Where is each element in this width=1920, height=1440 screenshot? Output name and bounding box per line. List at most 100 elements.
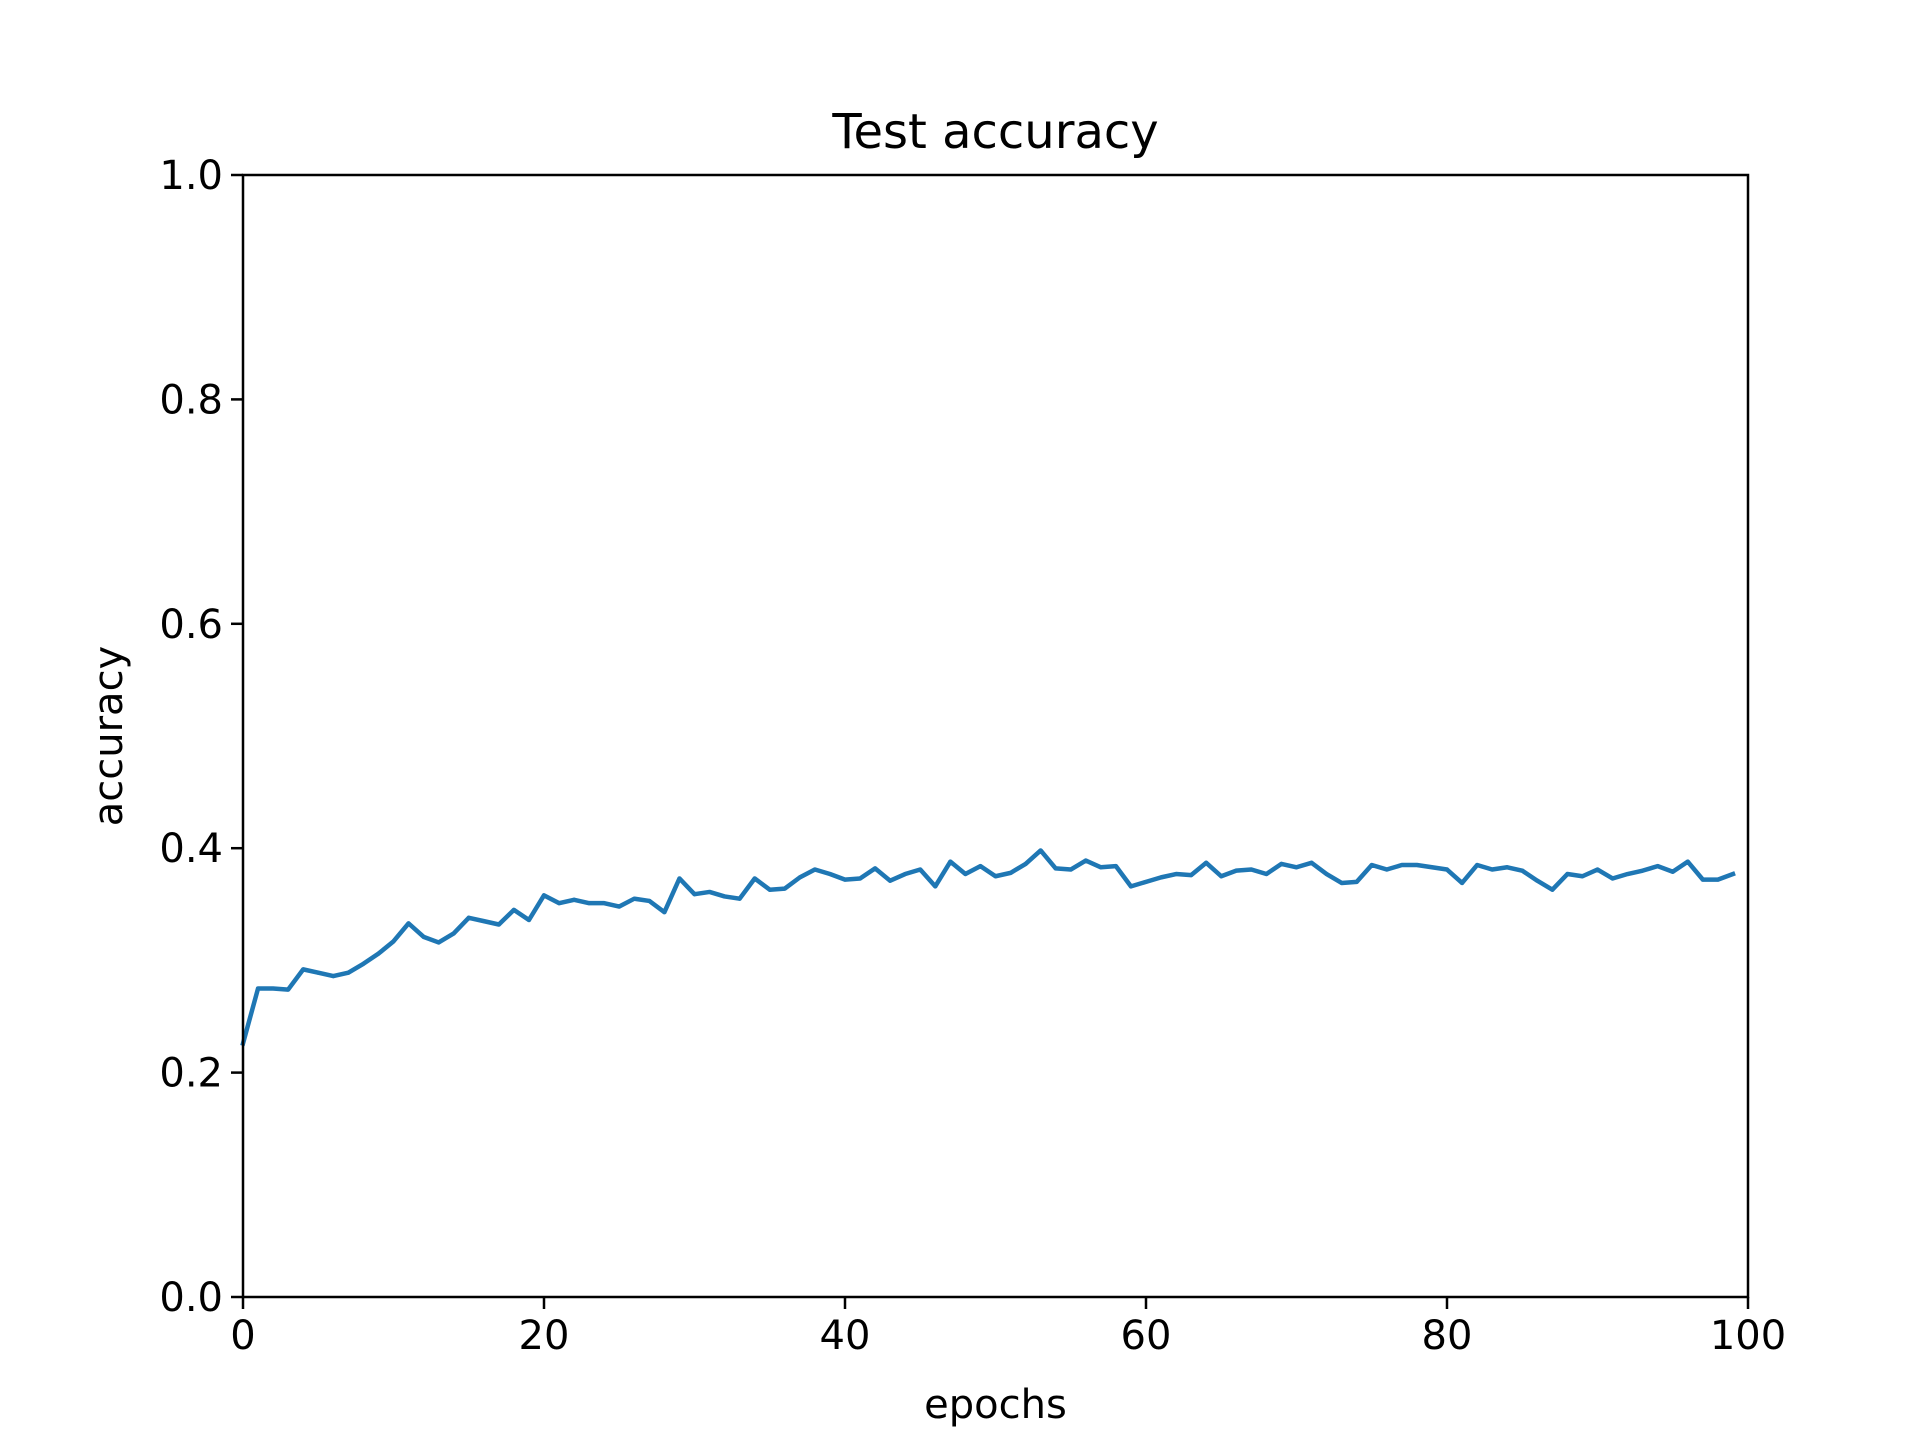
data-point bbox=[782, 886, 787, 891]
data-point bbox=[812, 867, 817, 872]
data-point bbox=[1023, 861, 1028, 866]
data-point bbox=[1339, 880, 1344, 885]
data-point bbox=[1429, 865, 1434, 870]
data-point bbox=[737, 896, 742, 901]
data-point bbox=[1625, 872, 1630, 877]
data-point bbox=[301, 967, 306, 972]
data-point bbox=[963, 872, 968, 877]
data-point bbox=[1264, 872, 1269, 877]
data-point bbox=[632, 896, 637, 901]
data-point bbox=[542, 893, 546, 898]
data-point bbox=[1174, 872, 1179, 877]
data-point bbox=[647, 898, 652, 903]
chart-title: Test accuracy bbox=[831, 104, 1158, 160]
data-point bbox=[1460, 880, 1465, 885]
data-point bbox=[1279, 861, 1284, 866]
data-point bbox=[1159, 875, 1164, 880]
x-tick-label: 100 bbox=[1710, 1313, 1786, 1359]
data-point bbox=[692, 892, 697, 897]
data-point bbox=[346, 970, 351, 975]
data-point bbox=[1324, 872, 1329, 877]
data-point bbox=[511, 907, 516, 912]
y-axis-ticks: 0.0 0.2 0.4 0.6 0.8 1.0 bbox=[159, 153, 243, 1321]
data-point bbox=[1294, 865, 1299, 870]
data-point bbox=[1234, 868, 1239, 873]
data-point bbox=[1038, 848, 1043, 853]
data-point bbox=[978, 864, 983, 869]
data-point bbox=[918, 867, 923, 872]
data-point bbox=[1595, 867, 1600, 872]
data-point bbox=[1685, 859, 1690, 864]
x-tick-label: 80 bbox=[1422, 1313, 1473, 1359]
data-point bbox=[1309, 860, 1314, 865]
data-point bbox=[1068, 867, 1073, 872]
data-point bbox=[451, 931, 456, 936]
data-point bbox=[1128, 884, 1133, 889]
data-point bbox=[1053, 866, 1058, 871]
data-point bbox=[1219, 874, 1224, 879]
x-axis-label: epochs bbox=[924, 1382, 1067, 1428]
data-point bbox=[827, 872, 832, 877]
x-tick-label: 0 bbox=[230, 1313, 255, 1359]
data-point bbox=[406, 921, 411, 926]
y-tick-label: 1.0 bbox=[159, 153, 223, 199]
data-point bbox=[316, 970, 321, 975]
data-point bbox=[466, 915, 471, 920]
data-point bbox=[1640, 868, 1645, 873]
data-point bbox=[797, 875, 802, 880]
y-tick-label: 0.6 bbox=[159, 602, 223, 648]
data-point bbox=[1550, 887, 1555, 892]
data-point bbox=[1384, 867, 1389, 872]
data-point bbox=[1730, 872, 1735, 877]
data-point bbox=[1144, 879, 1148, 884]
x-axis-ticks: 0 20 40 60 80 100 bbox=[230, 1297, 1786, 1359]
data-point bbox=[948, 859, 953, 864]
data-point bbox=[1189, 873, 1194, 878]
data-point bbox=[1565, 872, 1570, 877]
data-point bbox=[361, 961, 366, 966]
data-point bbox=[1098, 865, 1103, 870]
data-point bbox=[376, 951, 381, 956]
data-point bbox=[1670, 869, 1675, 874]
data-point bbox=[1535, 878, 1540, 883]
data-point bbox=[1369, 863, 1374, 868]
data-point bbox=[572, 897, 577, 902]
x-tick-label: 60 bbox=[1121, 1313, 1172, 1359]
data-point bbox=[1520, 868, 1525, 873]
data-point bbox=[1655, 864, 1660, 869]
data-point bbox=[722, 894, 727, 899]
data-point bbox=[1008, 870, 1013, 875]
data-point bbox=[526, 918, 531, 923]
data-point bbox=[436, 940, 441, 945]
data-point bbox=[271, 986, 276, 991]
data-point bbox=[1083, 858, 1088, 863]
plot-area bbox=[243, 175, 1748, 1297]
data-point bbox=[1610, 876, 1615, 881]
x-tick-label: 40 bbox=[820, 1313, 871, 1359]
y-tick-label: 0.2 bbox=[159, 1051, 223, 1097]
data-point bbox=[1249, 867, 1254, 872]
data-point bbox=[888, 878, 893, 883]
data-point bbox=[873, 866, 878, 871]
series-line bbox=[240, 848, 1736, 1047]
data-point bbox=[1700, 877, 1705, 882]
data-point bbox=[1204, 860, 1209, 865]
data-point bbox=[1505, 865, 1510, 870]
data-point bbox=[662, 910, 667, 915]
data-point bbox=[677, 876, 682, 881]
data-point bbox=[602, 901, 607, 906]
data-point bbox=[1715, 877, 1720, 882]
data-point bbox=[752, 876, 757, 881]
data-point bbox=[496, 922, 501, 927]
data-point bbox=[331, 974, 336, 979]
data-point bbox=[707, 889, 712, 894]
data-point bbox=[256, 986, 261, 991]
data-point bbox=[993, 874, 998, 879]
y-tick-label: 0.4 bbox=[159, 826, 223, 872]
y-tick-label: 0.0 bbox=[159, 1275, 223, 1321]
y-axis-label: accuracy bbox=[86, 646, 132, 826]
data-point bbox=[557, 901, 562, 906]
axes-frame bbox=[241, 173, 1750, 1299]
data-point bbox=[903, 872, 908, 877]
